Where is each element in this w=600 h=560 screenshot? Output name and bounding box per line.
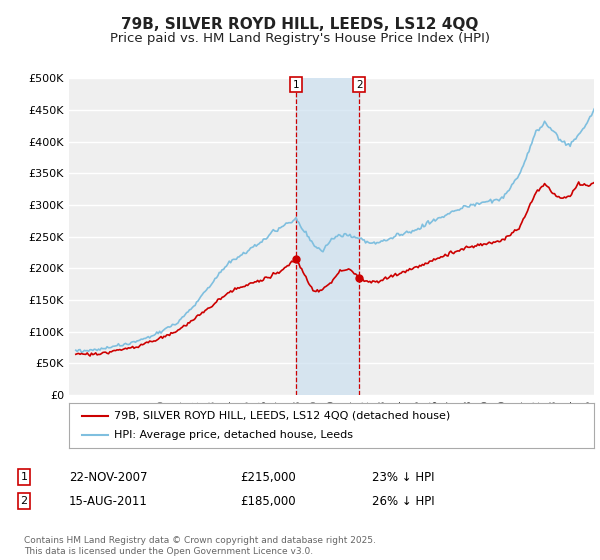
Text: 26% ↓ HPI: 26% ↓ HPI <box>372 494 434 508</box>
Text: 79B, SILVER ROYD HILL, LEEDS, LS12 4QQ (detached house): 79B, SILVER ROYD HILL, LEEDS, LS12 4QQ (… <box>113 410 450 421</box>
Text: 23% ↓ HPI: 23% ↓ HPI <box>372 470 434 484</box>
Text: 22-NOV-2007: 22-NOV-2007 <box>69 470 148 484</box>
Bar <box>296 78 359 395</box>
Text: 79B, SILVER ROYD HILL, LEEDS, LS12 4QQ: 79B, SILVER ROYD HILL, LEEDS, LS12 4QQ <box>121 17 479 32</box>
Text: Contains HM Land Registry data © Crown copyright and database right 2025.
This d: Contains HM Land Registry data © Crown c… <box>24 536 376 556</box>
Text: 1: 1 <box>292 80 299 90</box>
Text: 2: 2 <box>20 496 28 506</box>
Text: Price paid vs. HM Land Registry's House Price Index (HPI): Price paid vs. HM Land Registry's House … <box>110 32 490 45</box>
Text: HPI: Average price, detached house, Leeds: HPI: Average price, detached house, Leed… <box>113 431 353 441</box>
Text: 15-AUG-2011: 15-AUG-2011 <box>69 494 148 508</box>
Text: 1: 1 <box>20 472 28 482</box>
Text: 2: 2 <box>356 80 362 90</box>
Text: £215,000: £215,000 <box>240 470 296 484</box>
Text: £185,000: £185,000 <box>240 494 296 508</box>
